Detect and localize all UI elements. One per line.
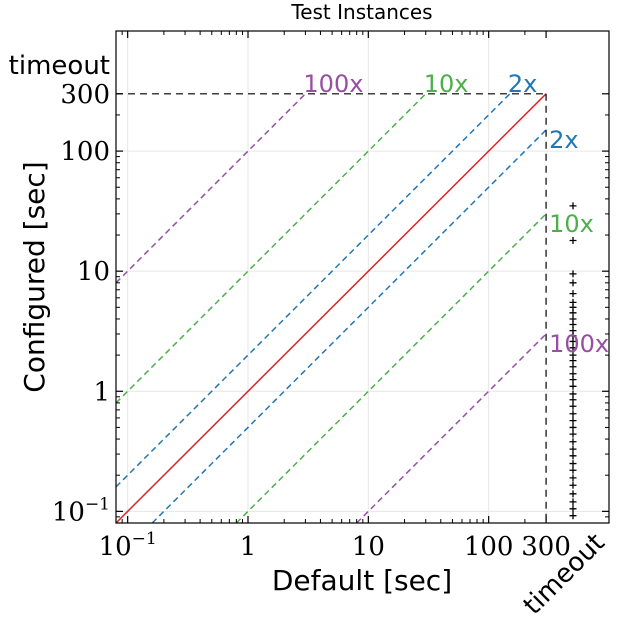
data-point-23 [569, 410, 577, 418]
data-point-26 [569, 430, 577, 438]
reference-line-0 [115, 93, 547, 524]
x-tick-label-3: 100 [464, 532, 514, 562]
data-point-31 [569, 466, 577, 474]
y-tick-label-3: 100 [60, 137, 110, 167]
data-points [569, 202, 577, 520]
reference-line-5 [115, 93, 306, 284]
reference-line-4 [235, 213, 547, 524]
y-timeout-label: timeout [9, 51, 110, 81]
reference-lines [115, 93, 547, 524]
data-point-1 [569, 237, 577, 245]
data-point-33 [569, 481, 577, 489]
data-point-25 [569, 423, 577, 431]
data-point-3 [569, 279, 577, 287]
data-point-18 [569, 376, 577, 384]
data-point-27 [569, 438, 577, 446]
reference-line-2 [151, 129, 547, 524]
x-tick-label-0: 10−1 [99, 529, 157, 562]
reference-line-6 [356, 333, 547, 524]
data-point-2 [569, 270, 577, 278]
reference-label-3: 10x [424, 70, 469, 98]
data-point-24 [569, 417, 577, 425]
x-tick-label-0-exponent: −1 [132, 529, 157, 549]
y-tick-label-0: 10−1 [52, 494, 110, 527]
reference-label-1: 2x [508, 70, 537, 98]
reference-line-1 [115, 93, 511, 488]
reference-label-5: 100x [303, 70, 363, 98]
data-point-36 [569, 505, 577, 513]
data-point-28 [569, 445, 577, 453]
reference-line-labels: 2x 2x 10x 10x 100x 100x [303, 70, 609, 358]
data-point-19 [569, 382, 577, 390]
data-point-29 [569, 452, 577, 460]
data-point-17 [569, 370, 577, 378]
data-point-0 [569, 202, 577, 210]
data-point-21 [569, 396, 577, 404]
y-tick-label-1: 1 [93, 377, 110, 407]
data-point-15 [569, 357, 577, 365]
y-tick-label-4: 300 [60, 80, 110, 110]
x-axis-label: Default [sec] [272, 564, 452, 597]
x-tick-label-2: 10 [352, 532, 385, 562]
data-point-30 [569, 460, 577, 468]
y-tick-label-2: 10 [77, 257, 110, 287]
data-point-4 [569, 290, 577, 298]
chart-title: Test Instances [290, 0, 432, 24]
reference-label-2: 2x [549, 126, 578, 154]
data-point-34 [569, 490, 577, 498]
x-tick-label-1: 1 [240, 532, 257, 562]
reference-line-3 [115, 93, 427, 404]
data-point-37 [569, 512, 577, 520]
x-tick-label-4: 300 [521, 532, 571, 562]
grid-lines [116, 31, 609, 523]
data-point-9 [569, 320, 577, 328]
reference-label-6: 100x [549, 330, 609, 358]
data-point-22 [569, 402, 577, 410]
y-axis-label: Configured [sec] [18, 161, 51, 392]
reference-label-4: 10x [549, 210, 594, 238]
data-point-32 [569, 474, 577, 482]
data-point-35 [569, 498, 577, 506]
data-point-7 [569, 309, 577, 317]
y-tick-label-0-exponent: −1 [85, 494, 110, 514]
data-point-13 [569, 344, 577, 352]
data-point-12 [569, 337, 577, 345]
data-point-16 [569, 363, 577, 371]
